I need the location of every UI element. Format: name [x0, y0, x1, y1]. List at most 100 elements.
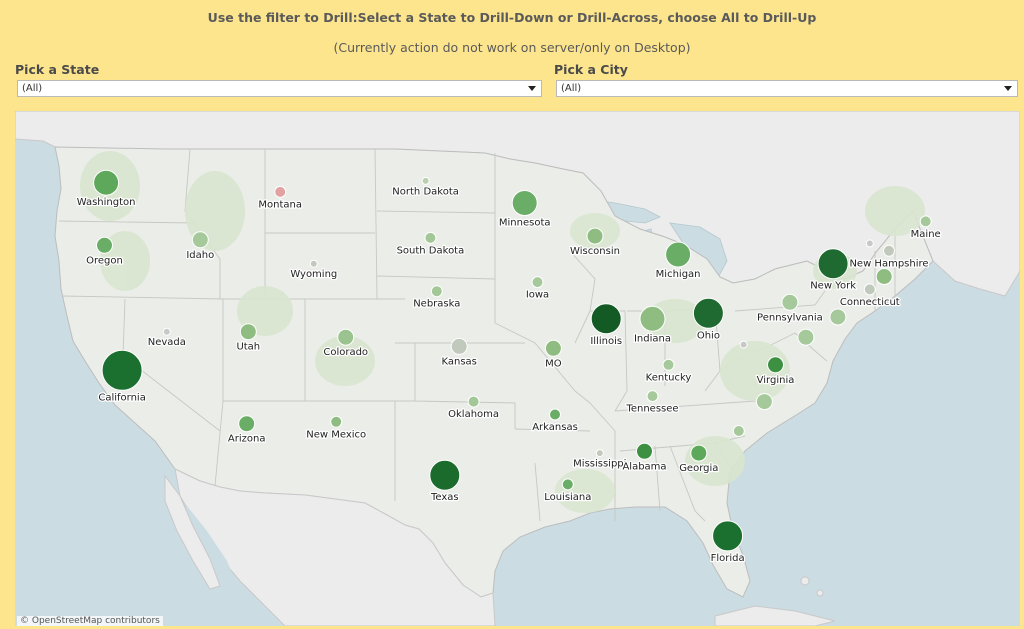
state-mark-label: Virginia [757, 375, 795, 386]
state-mark[interactable] [636, 442, 653, 460]
state-mark-label: Washington [77, 197, 136, 208]
state-mark-label: Iowa [526, 290, 549, 301]
state-mark-label: Illinois [590, 336, 622, 347]
state-mark[interactable] [863, 283, 876, 296]
state-mark[interactable] [424, 231, 437, 244]
bahamas-island [800, 576, 810, 586]
state-mark[interactable] [450, 337, 468, 355]
state-mark[interactable] [781, 293, 799, 311]
state-mark[interactable] [732, 425, 745, 437]
dashboard-title: Use the filter to Drill:Select a State t… [207, 10, 817, 25]
state-mark-label: Nebraska [413, 299, 460, 310]
state-mark-label: Nevada [148, 337, 186, 348]
state-mark[interactable] [549, 408, 561, 421]
state-mark[interactable] [544, 339, 562, 357]
cuba-landmass [714, 605, 836, 626]
state-mark-label: Texas [430, 492, 459, 503]
state-mark[interactable] [646, 390, 659, 403]
gulf-of-california [183, 506, 240, 596]
state-filter-label: Pick a State [15, 62, 100, 77]
map-view[interactable]: Washington Oregon Idaho Montana Wyoming North… [15, 111, 1020, 626]
state-mark[interactable] [883, 244, 895, 257]
map-attribution: © OpenStreetMap contributors [17, 616, 163, 626]
state-mark[interactable] [829, 308, 847, 326]
state-mark[interactable] [690, 444, 708, 462]
state-mark[interactable] [767, 356, 784, 374]
state-mark[interactable] [337, 328, 355, 346]
state-mark-label: Connecticut [840, 297, 900, 308]
state-mark[interactable] [875, 268, 893, 285]
state-mark[interactable] [93, 169, 120, 196]
state-mark-label: Tennessee [625, 404, 678, 415]
state-mark-label: Ohio [697, 330, 720, 341]
state-mark-label: Utah [236, 342, 260, 353]
state-mark-label: Oklahoma [448, 409, 499, 420]
state-mark-label: Colorado [323, 347, 368, 358]
state-mark[interactable] [421, 176, 430, 185]
state-mark[interactable] [191, 231, 209, 249]
state-mark-label: Pennsylvania [757, 312, 823, 323]
state-mark[interactable] [309, 259, 318, 268]
state-mark[interactable] [101, 349, 143, 391]
state-mark-label: Montana [258, 199, 302, 210]
state-filter-value: (All) [22, 83, 43, 94]
state-mark[interactable] [865, 239, 874, 248]
state-mark-label: Indiana [634, 333, 671, 344]
state-mark[interactable] [919, 215, 932, 228]
state-mark-label: Mississippi [573, 459, 626, 470]
state-mark[interactable] [561, 478, 574, 491]
state-mark-label: MO [545, 358, 562, 369]
state-mark-label: North Dakota [392, 186, 459, 197]
state-mark-label: Georgia [679, 463, 718, 474]
state-mark-label: Louisiana [544, 492, 591, 503]
state-mark-label: Kentucky [646, 372, 692, 383]
state-filter-dropdown[interactable]: (All) [17, 80, 542, 97]
state-mark[interactable] [665, 241, 692, 268]
state-mark[interactable] [330, 415, 343, 428]
chevron-down-icon[interactable] [1004, 86, 1012, 91]
mexico-landmass [174, 468, 496, 626]
city-filter-dropdown[interactable]: (All) [556, 80, 1018, 97]
state-mark[interactable] [531, 276, 544, 289]
state-mark-label: New Mexico [306, 429, 366, 440]
state-mark[interactable] [511, 190, 538, 216]
dashboard-subtitle: (Currently action do not work on server/… [333, 40, 691, 55]
state-marks: Washington Oregon Idaho Montana Wyoming North… [75, 169, 942, 565]
state-mark-label: California [98, 392, 146, 403]
state-mark[interactable] [586, 227, 604, 245]
state-mark[interactable] [162, 327, 171, 336]
state-mark-label: New York [810, 281, 856, 292]
state-mark-label: Arizona [228, 434, 266, 445]
state-mark-label: Idaho [186, 250, 214, 261]
state-mark[interactable] [817, 248, 849, 280]
state-mark[interactable] [430, 285, 443, 298]
state-mark[interactable] [692, 297, 724, 329]
city-filter-label: Pick a City [554, 62, 628, 77]
state-mark[interactable] [96, 236, 113, 254]
state-mark[interactable] [274, 185, 287, 198]
state-mark[interactable] [797, 328, 815, 346]
state-mark[interactable] [662, 358, 675, 371]
baja-peninsula [164, 474, 221, 590]
chevron-down-icon[interactable] [528, 86, 536, 91]
state-mark[interactable] [639, 305, 666, 332]
state-mark-label: New Hampshire [849, 258, 928, 269]
state-mark-label: Alabama [622, 461, 666, 472]
state-mark-label: Minnesota [499, 218, 551, 229]
state-mark[interactable] [467, 395, 480, 408]
state-mark[interactable] [590, 303, 622, 335]
state-mark-label: Arkansas [532, 422, 578, 433]
state-mark-label: Oregon [86, 255, 123, 266]
state-mark[interactable] [238, 415, 256, 433]
state-mark-label: Michigan [656, 269, 701, 280]
state-mark[interactable] [595, 449, 604, 458]
state-mark[interactable] [739, 340, 748, 349]
state-mark-label: Wisconsin [570, 246, 620, 257]
bahamas-island [816, 589, 824, 597]
state-mark[interactable] [755, 393, 773, 411]
map-canvas[interactable]: Washington Oregon Idaho Montana Wyoming North… [15, 111, 1020, 626]
city-filter-value: (All) [561, 83, 582, 94]
state-mark[interactable] [712, 520, 744, 552]
state-mark[interactable] [429, 459, 461, 491]
state-mark[interactable] [239, 323, 257, 341]
